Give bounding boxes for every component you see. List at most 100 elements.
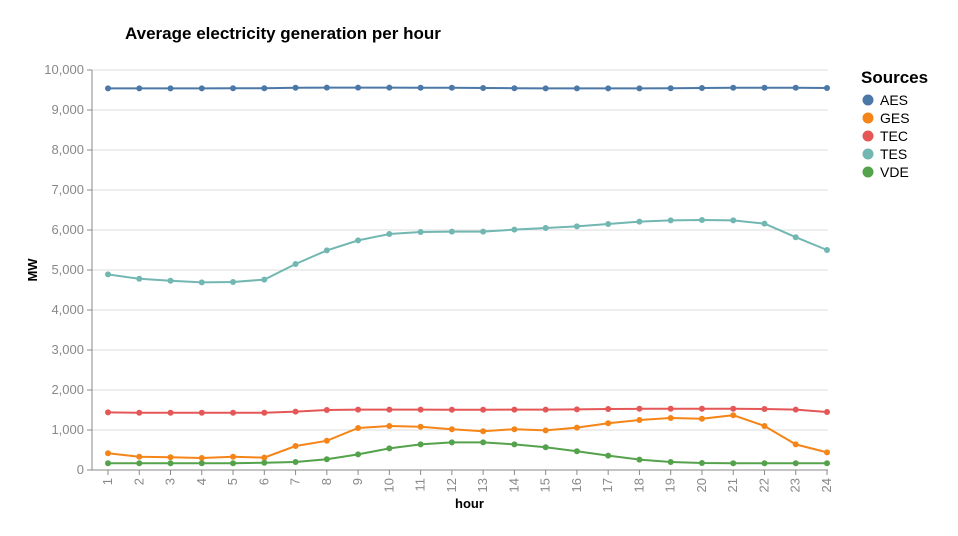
- data-point: [198, 409, 205, 416]
- data-point: [573, 448, 580, 455]
- legend-label: TEC: [880, 128, 908, 144]
- data-point: [730, 460, 737, 467]
- data-point: [230, 409, 237, 416]
- y-tick-label: 1,000: [51, 422, 84, 437]
- y-tick-label: 4,000: [51, 302, 84, 317]
- legend-label: TES: [880, 146, 907, 162]
- y-tick-label: 8,000: [51, 142, 84, 157]
- data-point: [105, 85, 111, 92]
- data-point: [605, 452, 612, 459]
- legend-swatch: [862, 166, 874, 178]
- data-point: [417, 441, 424, 448]
- x-tick-label: 14: [506, 478, 521, 492]
- x-tick-label: 15: [538, 478, 553, 492]
- x-tick-label: 16: [569, 478, 584, 492]
- data-point: [167, 460, 174, 467]
- data-point: [448, 406, 455, 413]
- data-point: [824, 247, 830, 253]
- legend-item-aes: AES: [862, 92, 908, 108]
- data-point: [542, 406, 549, 413]
- data-point: [417, 229, 424, 235]
- data-point: [792, 234, 799, 241]
- data-point: [292, 459, 299, 465]
- data-point: [105, 409, 111, 416]
- x-tick-label: 6: [256, 478, 271, 485]
- data-point: [636, 405, 643, 412]
- data-point: [636, 417, 643, 423]
- x-tick-label: 22: [756, 478, 771, 492]
- series-ges: [105, 412, 830, 461]
- data-point: [386, 406, 393, 413]
- y-tick-label: 3,000: [51, 342, 84, 357]
- data-point: [323, 437, 330, 444]
- y-axis: 0 1,000 2,000 3,000 4,000 5,000 6,000 7,000 8,00…: [44, 62, 93, 477]
- x-tick-label: 17: [600, 478, 615, 492]
- series-aes: [105, 84, 830, 92]
- data-point: [198, 460, 205, 467]
- data-point: [386, 423, 393, 429]
- data-point: [323, 84, 330, 91]
- series-lines: [105, 84, 830, 467]
- x-tick-label: 7: [288, 478, 303, 485]
- data-point: [761, 460, 768, 467]
- data-point: [355, 84, 362, 91]
- x-tick-label: 3: [163, 478, 178, 485]
- data-point: [230, 453, 237, 460]
- legend-swatch: [862, 148, 874, 160]
- data-point: [730, 412, 737, 419]
- data-point: [292, 408, 299, 415]
- data-point: [167, 277, 174, 284]
- data-point: [480, 406, 487, 413]
- data-point: [198, 279, 205, 286]
- legend: Sources AES GES TEC TES VDE: [861, 68, 928, 180]
- data-point: [136, 85, 143, 92]
- data-point: [323, 247, 330, 254]
- legend-label: AES: [880, 92, 908, 108]
- x-tick-label: 1: [100, 478, 115, 485]
- x-tick-label: 4: [194, 478, 209, 485]
- data-point: [136, 275, 143, 282]
- data-point: [761, 423, 768, 429]
- data-point: [573, 424, 580, 431]
- data-point: [417, 84, 424, 91]
- data-point: [511, 406, 518, 413]
- data-point: [824, 409, 830, 415]
- y-tick-label: 5,000: [51, 262, 84, 277]
- data-point: [386, 231, 393, 237]
- data-point: [136, 460, 143, 467]
- data-point: [448, 426, 455, 433]
- data-point: [355, 406, 362, 413]
- data-point: [761, 84, 768, 91]
- data-point: [573, 223, 580, 230]
- x-tick-label: 20: [694, 478, 709, 492]
- y-tick-label: 0: [77, 462, 84, 477]
- data-point: [292, 443, 299, 449]
- data-point: [636, 456, 643, 463]
- data-point: [667, 415, 674, 421]
- data-point: [480, 439, 487, 446]
- data-point: [605, 221, 612, 227]
- x-axis-title: hour: [455, 496, 484, 511]
- data-point: [136, 453, 143, 460]
- data-point: [105, 450, 111, 457]
- legend-label: GES: [880, 110, 910, 126]
- series-tes: [105, 217, 830, 286]
- data-point: [792, 406, 799, 413]
- data-point: [636, 218, 643, 225]
- data-point: [792, 84, 799, 91]
- series-line: [107, 407, 828, 414]
- data-point: [261, 454, 268, 461]
- data-point: [542, 225, 549, 231]
- legend-item-tes: TES: [862, 146, 907, 162]
- y-tick-label: 2,000: [51, 382, 84, 397]
- data-point: [480, 428, 487, 435]
- data-point: [323, 407, 330, 413]
- series-line: [107, 218, 828, 284]
- series-tec: [105, 405, 830, 416]
- legend-item-vde: VDE: [862, 164, 909, 180]
- y-tick-label: 7,000: [51, 182, 84, 197]
- data-point: [292, 261, 299, 267]
- data-point: [355, 451, 362, 458]
- data-point: [542, 444, 549, 451]
